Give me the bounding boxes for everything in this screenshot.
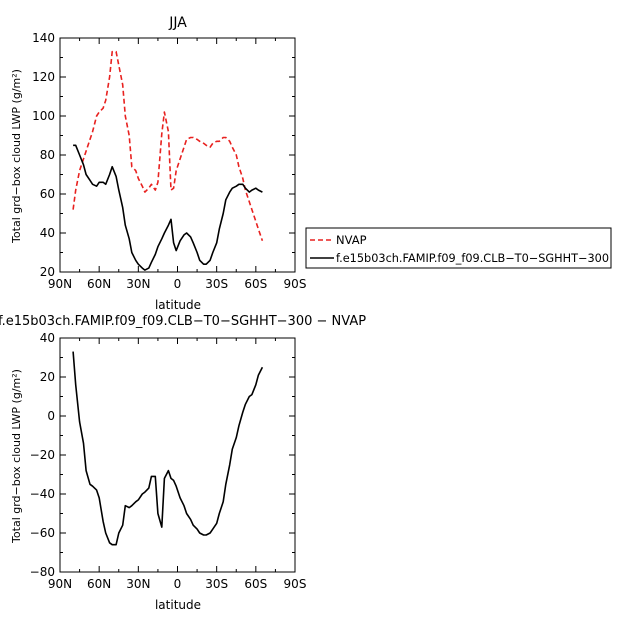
bottom-plot-area: 90N 60N 30N 0 30S 60S 90S −80 −60 −40 −20 0 20 40 xyxy=(30,331,307,591)
top-y-tick-label: 80 xyxy=(40,148,55,162)
bottom-panel-title: f.e15b03ch.FAMIP.f09_f09.CLB−T0−SGHHT−30… xyxy=(0,314,366,329)
bottom-series-line-0 xyxy=(72,351,264,546)
top-y-axis-label: Total grd−box cloud LWP (g/m²) xyxy=(10,69,23,244)
top-x-tick-label: 90S xyxy=(284,277,307,291)
bottom-x-tick-label: 60S xyxy=(244,577,267,591)
top-x-tick-label: 60N xyxy=(87,277,111,291)
top-x-tick-label: 0 xyxy=(174,277,182,291)
bottom-x-tick-label: 30N xyxy=(126,577,150,591)
bottom-y-tick-label: 0 xyxy=(47,409,55,423)
bottom-y-tick-label: 40 xyxy=(40,331,55,345)
bottom-x-tick-label: 60N xyxy=(87,577,111,591)
bottom-x-axis-label: latitude xyxy=(155,598,201,612)
top-series-line-1 xyxy=(73,144,263,271)
legend-label-nvap: NVAP xyxy=(336,233,367,247)
top-panel-title: JJA xyxy=(168,15,187,31)
top-y-tick-label: 20 xyxy=(40,265,55,279)
top-y-tick-label: 140 xyxy=(32,31,55,45)
top-y-tick-label: 40 xyxy=(40,226,55,240)
bottom-y-tick-label: −60 xyxy=(30,526,55,540)
bottom-x-tick-label: 30S xyxy=(205,577,228,591)
legend: NVAP f.e15b03ch.FAMIP.f09_f09.CLB−T0−SGH… xyxy=(305,227,612,269)
top-x-tick-label: 30S xyxy=(205,277,228,291)
top-x-tick-label: 90N xyxy=(48,277,72,291)
bottom-x-tick-label: 90N xyxy=(48,577,72,591)
legend-label-model: f.e15b03ch.FAMIP.f09_f09.CLB−T0−SGHHT−30… xyxy=(336,251,609,265)
bottom-panel: f.e15b03ch.FAMIP.f09_f09.CLB−T0−SGHHT−30… xyxy=(0,314,366,612)
legend-box xyxy=(305,227,612,269)
bottom-x-tick-label: 90S xyxy=(284,577,307,591)
top-y-tick-label: 100 xyxy=(32,109,55,123)
bottom-x-tick-label: 0 xyxy=(174,577,182,591)
top-plot-frame xyxy=(59,37,296,273)
bottom-y-tick-label: −20 xyxy=(30,448,55,462)
top-panel: JJA 90N 60N 30N 0 30S 60S 90S 20 40 60 80 100 120 140… xyxy=(10,15,306,312)
top-x-tick-label: 60S xyxy=(244,277,267,291)
bottom-y-tick-label: −40 xyxy=(30,487,55,501)
top-x-tick-label: 30N xyxy=(126,277,150,291)
top-series-line-0 xyxy=(72,50,264,242)
top-plot-area: 90N 60N 30N 0 30S 60S 90S 20 40 60 80 100 120 140 xyxy=(32,31,306,291)
top-y-tick-label: 60 xyxy=(40,187,55,201)
top-x-axis-label: latitude xyxy=(155,298,201,312)
bottom-y-axis-label: Total grd−box cloud LWP (g/m²) xyxy=(10,369,23,544)
top-y-tick-label: 120 xyxy=(32,70,55,84)
bottom-y-tick-label: 20 xyxy=(40,370,55,384)
bottom-y-tick-label: −80 xyxy=(30,565,55,579)
